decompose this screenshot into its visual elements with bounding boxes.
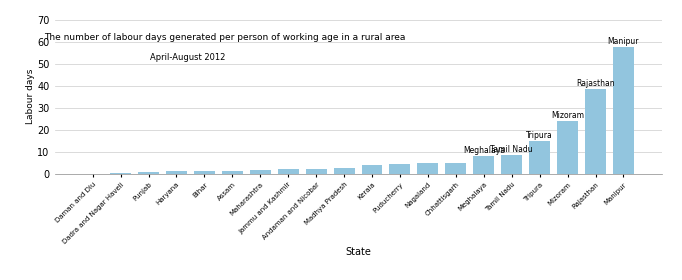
Bar <box>473 156 494 174</box>
Text: Tripura: Tripura <box>527 130 553 139</box>
Text: Manipur: Manipur <box>608 37 639 46</box>
Bar <box>389 164 411 174</box>
Bar <box>306 169 327 174</box>
Bar <box>194 171 215 174</box>
Bar <box>222 171 243 174</box>
Bar <box>333 168 355 174</box>
Text: Mizoram: Mizoram <box>551 111 584 120</box>
Text: April-August 2012: April-August 2012 <box>151 53 226 62</box>
Y-axis label: Labour days: Labour days <box>25 69 35 124</box>
Bar <box>361 165 383 174</box>
Bar <box>613 47 634 174</box>
Bar <box>278 169 299 174</box>
Bar <box>138 172 159 174</box>
Text: Meghalaya: Meghalaya <box>463 146 505 155</box>
Bar <box>250 170 271 174</box>
Bar <box>585 89 606 174</box>
X-axis label: State: State <box>345 248 371 258</box>
Text: Tamil Nadu: Tamil Nadu <box>490 145 533 154</box>
Bar <box>166 171 187 174</box>
Bar <box>529 141 550 174</box>
Bar <box>501 155 522 174</box>
Bar <box>445 163 466 174</box>
Text: The number of labour days generated per person of working age in a rural area: The number of labour days generated per … <box>44 33 405 43</box>
Bar <box>417 163 439 174</box>
Bar <box>557 121 578 174</box>
Text: Rajasthan: Rajasthan <box>576 79 615 88</box>
